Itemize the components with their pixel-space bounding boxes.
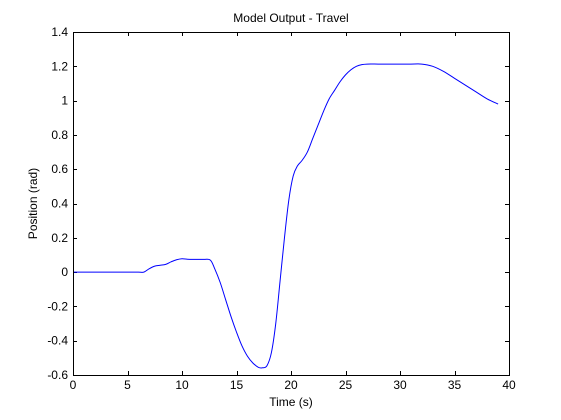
x-tick-label: 10: [175, 378, 189, 392]
x-axis-title: Time (s): [269, 395, 313, 409]
y-axis-title: Position (rad): [26, 168, 40, 239]
chart-title: Model Output - Travel: [233, 11, 348, 25]
y-tick-label: 0.6: [51, 162, 68, 176]
y-tick-label: 1.2: [51, 59, 68, 73]
x-tick-label: 0: [70, 378, 77, 392]
plot-area: [73, 32, 509, 375]
x-tick-label: 15: [230, 378, 244, 392]
x-tick-label: 5: [124, 378, 131, 392]
x-tick-label: 30: [393, 378, 407, 392]
y-tick-label: 1.4: [51, 25, 68, 39]
y-tick-label: -0.4: [47, 334, 68, 348]
y-tick-label: -0.2: [47, 299, 68, 313]
y-tick-label: 0.8: [51, 128, 68, 142]
y-tick-label: 0.4: [51, 197, 68, 211]
y-tick-label: -0.6: [47, 368, 68, 382]
y-tick-label: 1: [61, 94, 68, 108]
x-tick-label: 40: [502, 378, 516, 392]
x-tick-label: 35: [448, 378, 462, 392]
x-tick-label: 20: [284, 378, 298, 392]
x-tick-label: 25: [339, 378, 353, 392]
y-tick-label: 0.2: [51, 231, 68, 245]
y-tick-label: 0: [61, 265, 68, 279]
